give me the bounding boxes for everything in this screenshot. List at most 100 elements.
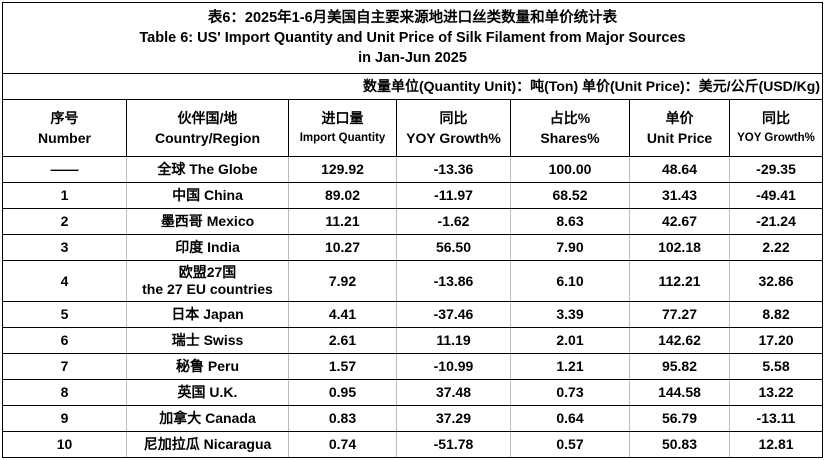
- header-row: 序号 Number 伙伴国/地 Country/Region 进口量 Import Qua…: [2, 99, 824, 157]
- cell-value: 144.58: [658, 384, 701, 400]
- table-cell: 2.61: [288, 327, 397, 354]
- cell-value: 42.67: [661, 213, 698, 229]
- cell-value: 8.82: [762, 306, 790, 322]
- cell-value: 7.92: [328, 272, 357, 289]
- table-cell: 10: [2, 431, 127, 458]
- header-zh: 单价: [665, 110, 694, 126]
- cell-value: 4.41: [328, 306, 357, 322]
- cell-value: 加拿大 Canada: [159, 410, 256, 426]
- cell-value: 11.19: [436, 332, 471, 348]
- title-en-line1: Table 6: US' Import Quantity and Unit Pr…: [139, 30, 686, 46]
- table-cell: 7.92: [288, 260, 397, 302]
- table-cell: 2.22: [728, 234, 824, 261]
- table-cell: 0.64: [510, 405, 630, 432]
- header-zh: 同比: [762, 110, 790, 126]
- table-row: 4 欧盟27国 the 27 EU countries 7.92 -13.86 6.10 1…: [2, 260, 824, 302]
- header-zh: 伙伴国/地: [177, 110, 238, 126]
- table-title-row: 表6：2025年1-6月美国自主要来源地进口丝类数量和单价统计表 Table 6…: [1, 2, 824, 74]
- cell-value: 0.73: [556, 384, 584, 400]
- cell-value: -13.11: [756, 410, 796, 426]
- table-cell: 秘鲁 Peru: [126, 353, 289, 380]
- cell-value: 56.50: [435, 239, 472, 255]
- column-header: 同比 YOY Growth%: [396, 99, 511, 157]
- cell-value: 89.02: [324, 187, 361, 203]
- table-cell: 112.21: [629, 260, 730, 302]
- header-zh: 占比%: [549, 110, 591, 126]
- table-cell: 2: [2, 208, 127, 235]
- cell-value: -11.97: [434, 187, 473, 203]
- cell-value: 56.79: [661, 410, 698, 426]
- table-cell: 56.50: [396, 234, 511, 261]
- table-cell: -49.41: [728, 182, 824, 209]
- table-cell: 8.82: [728, 301, 824, 328]
- cell-value: 中国 China: [172, 187, 243, 203]
- table-cell: 77.27: [629, 301, 730, 328]
- cell-value: 32.86: [758, 272, 794, 289]
- cell-value: 142.62: [658, 332, 701, 348]
- table-row: 9 加拿大 Canada 0.83 37.29 0.64 56.79 -13.11: [2, 405, 824, 432]
- cell-value: 3.39: [556, 306, 584, 322]
- table-cell: -11.97: [396, 182, 511, 209]
- header-en: Country/Region: [155, 130, 260, 146]
- cell-value: -37.46: [433, 306, 474, 322]
- table-cell: 1: [2, 182, 127, 209]
- table-cell: 全球 The Globe: [126, 156, 289, 183]
- cell-value: 0.95: [328, 384, 357, 400]
- cell-value: -29.35: [756, 161, 796, 177]
- cell-value: 7: [60, 358, 69, 374]
- table-cell: -13.36: [396, 156, 511, 183]
- column-header: 伙伴国/地 Country/Region: [126, 99, 289, 157]
- unit-note: 数量单位(Quantity Unit)：吨(Ton) 单价(Unit Price…: [1, 73, 824, 100]
- table-cell: ——: [2, 156, 127, 183]
- cell-value: 1.21: [556, 358, 584, 374]
- table-cell: 17.20: [728, 327, 824, 354]
- table-cell: -29.35: [728, 156, 824, 183]
- table-cell: 1.21: [510, 353, 630, 380]
- cell-value: -10.99: [433, 358, 474, 374]
- column-header: 单价 Unit Price: [629, 99, 730, 157]
- table-cell: 129.92: [288, 156, 397, 183]
- cell-value: 瑞士 Swiss: [171, 332, 244, 348]
- cell-value: 37.48: [435, 384, 472, 400]
- cell-value-line2: the 27 EU countries: [142, 281, 273, 297]
- cell-value: 2: [60, 213, 69, 229]
- table-cell: 7.90: [510, 234, 630, 261]
- cell-value: 0.83: [328, 410, 357, 426]
- cell-value: 95.82: [661, 358, 698, 374]
- cell-value: 印度 India: [175, 239, 240, 255]
- cell-value: 尼加拉瓜 Nicaragua: [143, 436, 272, 452]
- cell-value: 13.22: [758, 384, 794, 400]
- table-cell: 英国 U.K.: [126, 379, 289, 406]
- table-cell: -10.99: [396, 353, 511, 380]
- table-row: 10 尼加拉瓜 Nicaragua 0.74 -51.78 0.57 50.83 12.81: [2, 431, 824, 458]
- table-cell: -37.46: [396, 301, 511, 328]
- cell-value: 1: [60, 187, 69, 203]
- column-header: 占比% Shares%: [510, 99, 630, 157]
- table-cell: 102.18: [629, 234, 730, 261]
- cell-value: 英国 U.K.: [177, 384, 238, 400]
- table-cell: -13.86: [396, 260, 511, 302]
- column-header: 同比 YOY Growth%: [728, 99, 824, 157]
- table-cell: 1.57: [288, 353, 397, 380]
- table-cell: 68.52: [510, 182, 630, 209]
- table-cell: 5.58: [728, 353, 824, 380]
- column-header: 进口量 Import Quantity: [288, 99, 397, 157]
- cell-value: 秘鲁 Peru: [175, 358, 239, 374]
- title-en-line2: in Jan-Jun 2025: [358, 50, 467, 66]
- cell-value: -1.62: [437, 213, 470, 229]
- table-cell: 日本 Japan: [126, 301, 289, 328]
- table-cell: 100.00: [510, 156, 630, 183]
- table-cell: 48.64: [629, 156, 730, 183]
- cell-value: -51.78: [433, 436, 474, 452]
- cell-value: 4: [60, 272, 69, 289]
- table-cell: 9: [2, 405, 127, 432]
- cell-value: 9: [60, 410, 69, 426]
- table-cell: 0.74: [288, 431, 397, 458]
- cell-value: 8.63: [556, 213, 584, 229]
- table-cell: 11.21: [288, 208, 397, 235]
- table-cell: 42.67: [629, 208, 730, 235]
- table-row: 8 英国 U.K. 0.95 37.48 0.73 144.58 13.22: [2, 379, 824, 406]
- cell-value: 6: [60, 332, 69, 348]
- cell-value: ——: [50, 161, 79, 177]
- table-cell: 2.01: [510, 327, 630, 354]
